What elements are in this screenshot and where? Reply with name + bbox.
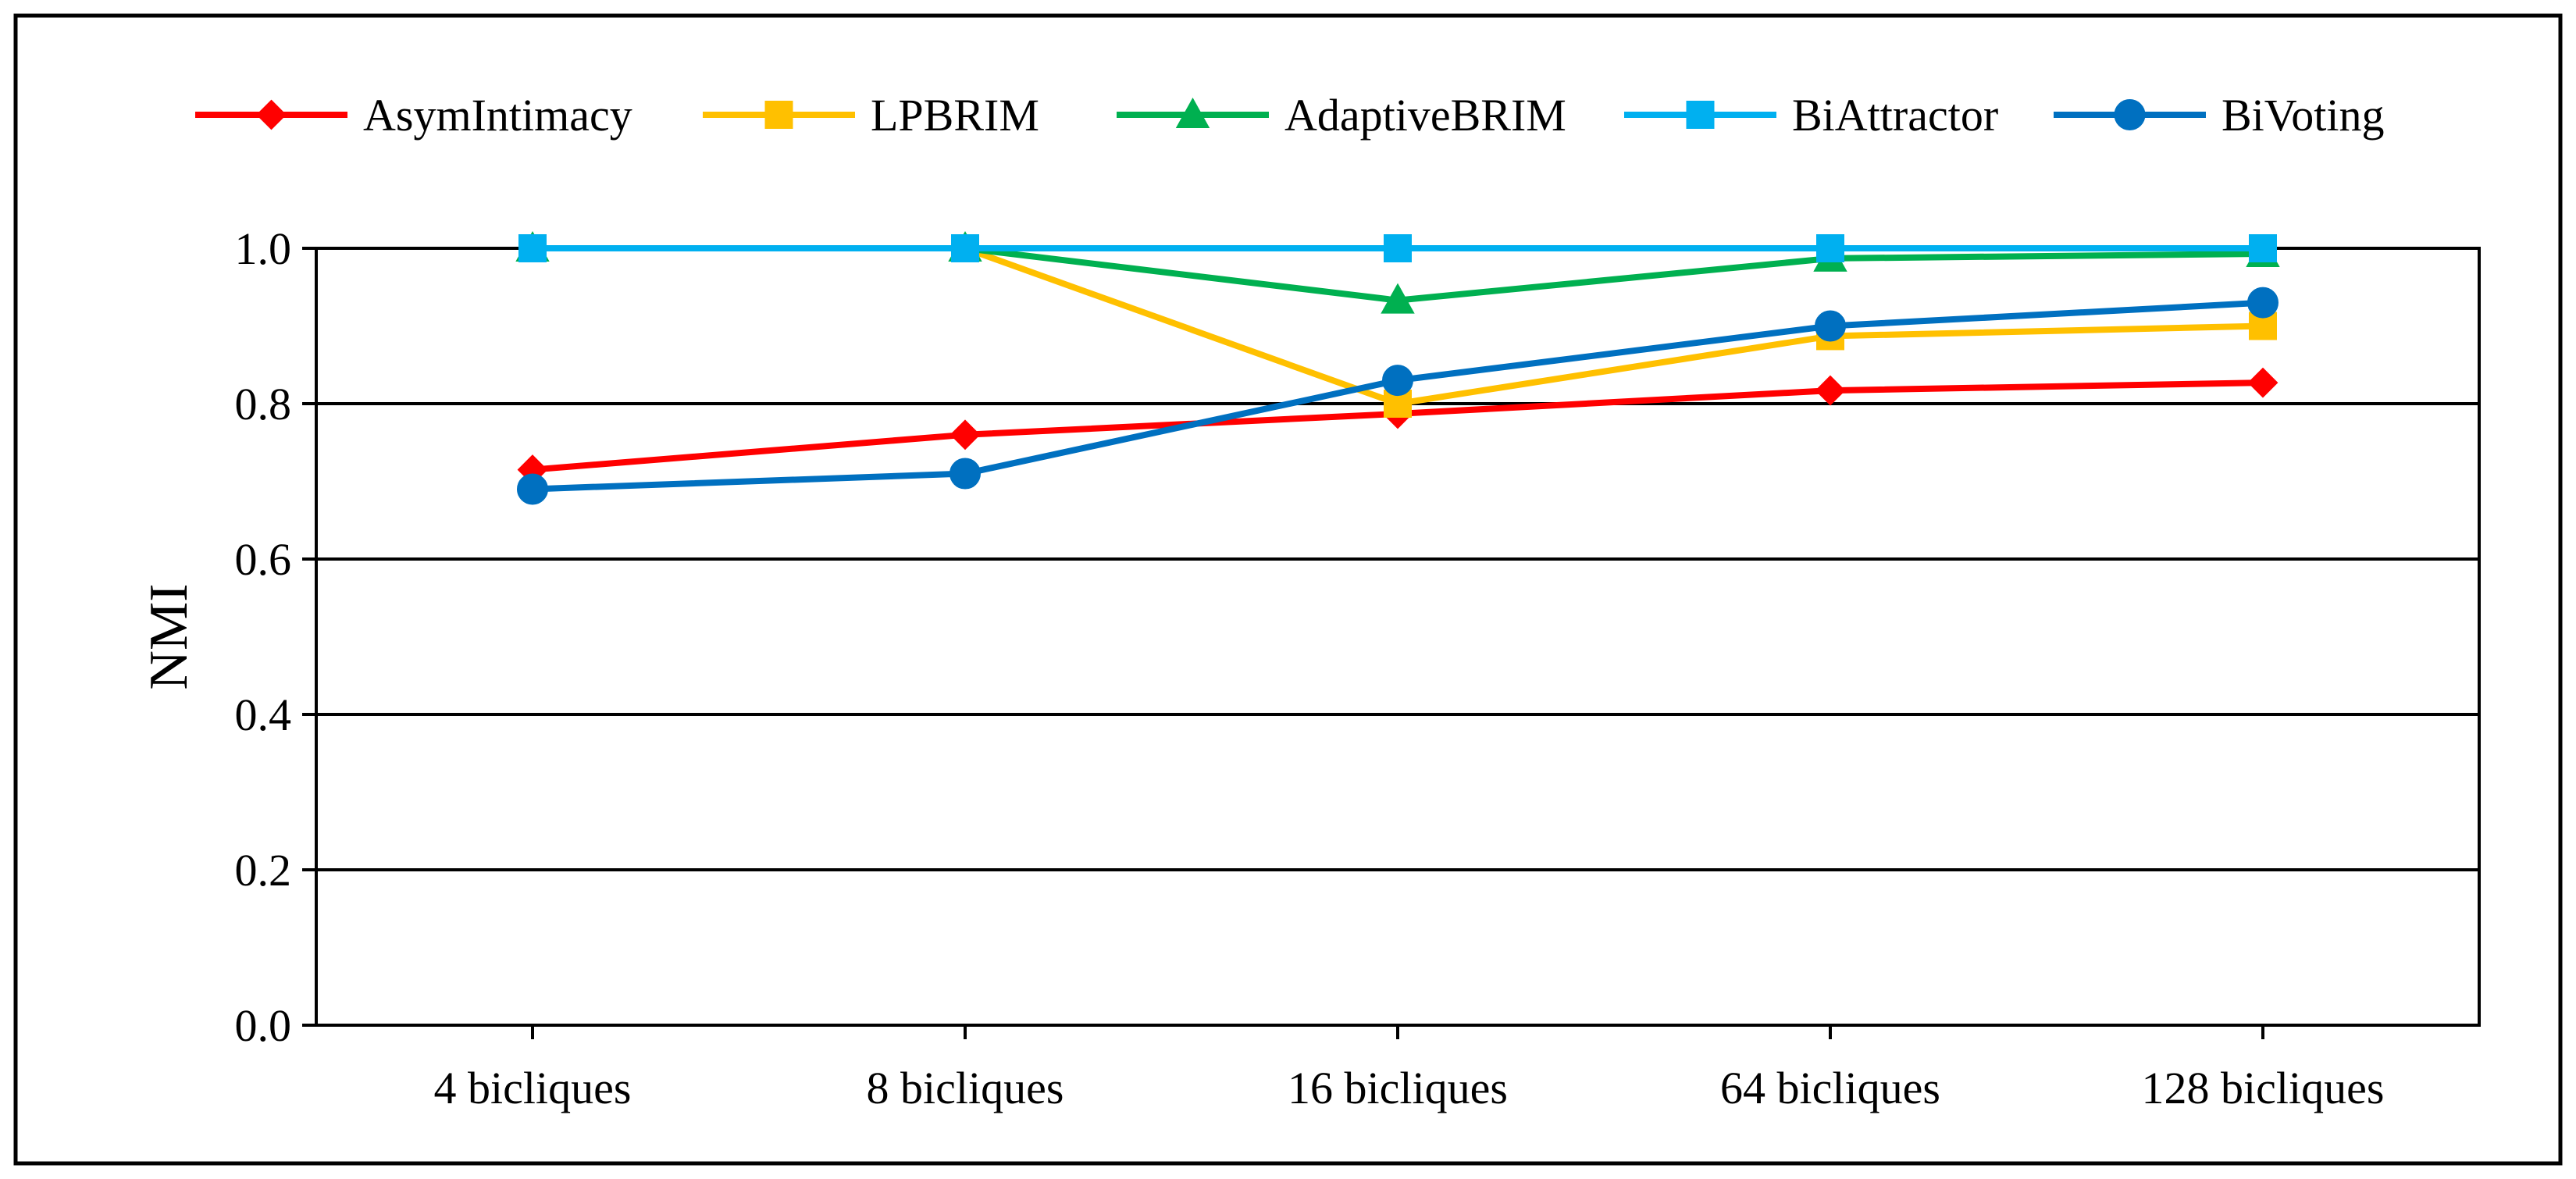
y-axis-ticks: 0.0 0.2 0.4 0.6 0.8 1.0 [235, 223, 316, 1051]
x-tick-label: 128 bicliques [2142, 1063, 2385, 1113]
series-biattractor [518, 234, 2277, 262]
y-tick-label: 0.2 [235, 845, 292, 896]
y-tick-label: 1.0 [235, 223, 292, 274]
y-tick-label: 0.6 [235, 534, 292, 585]
legend-label: BiVoting [2221, 90, 2384, 141]
legend-item: AdaptiveBRIM [1117, 90, 1566, 141]
data-point-diamond [1815, 375, 1846, 406]
x-tick-label: 16 bicliques [1288, 1063, 1508, 1113]
data-point-circle [1815, 310, 1846, 342]
data-point-square [1816, 234, 1844, 262]
x-tick-label: 8 bicliques [867, 1063, 1064, 1113]
series-layer [515, 230, 2280, 505]
legend-label: BiAttractor [1792, 90, 1998, 141]
legend-label: AsymIntimacy [363, 90, 632, 141]
data-point-circle [2114, 99, 2146, 130]
data-point-square [2249, 234, 2277, 262]
chart-border [13, 13, 2563, 1166]
data-point-triangle [1381, 283, 1415, 314]
data-point-circle [950, 458, 981, 490]
data-point-diamond [950, 419, 981, 451]
legend-item: BiAttractor [1624, 90, 1998, 141]
legend-item: AsymIntimacy [195, 90, 632, 141]
x-axis-ticks: 4 bicliques 8 bicliques 16 bicliques 64 bic… [434, 1025, 2385, 1113]
y-axis-label: NMI [139, 583, 199, 689]
data-point-square [1384, 234, 1412, 262]
y-tick-label: 0.0 [235, 1000, 292, 1051]
data-point-square [518, 234, 547, 262]
x-tick-label: 4 bicliques [434, 1063, 632, 1113]
data-point-square [1686, 101, 1715, 129]
data-point-diamond [2247, 367, 2278, 398]
y-tick-label: 0.4 [235, 689, 292, 740]
data-point-square [951, 234, 979, 262]
legend-item: LPBRIM [703, 90, 1039, 141]
series-bivoting [517, 287, 2278, 505]
x-tick-label: 64 bicliques [1720, 1063, 1940, 1113]
legend-label: AdaptiveBRIM [1284, 90, 1566, 141]
data-point-circle [2247, 287, 2278, 319]
data-point-circle [1382, 365, 1413, 397]
legend-item: BiVoting [2054, 90, 2384, 141]
y-tick-label: 0.8 [235, 379, 292, 429]
data-point-square [764, 101, 793, 129]
legend-label: LPBRIM [871, 90, 1039, 141]
legend: AsymIntimacy LPBRIM AdaptiveBRIM BiAttracto… [195, 90, 2384, 141]
data-point-triangle [1175, 97, 1210, 128]
data-point-diamond [256, 99, 287, 130]
data-point-circle [517, 473, 548, 505]
gridlines [316, 402, 2479, 871]
